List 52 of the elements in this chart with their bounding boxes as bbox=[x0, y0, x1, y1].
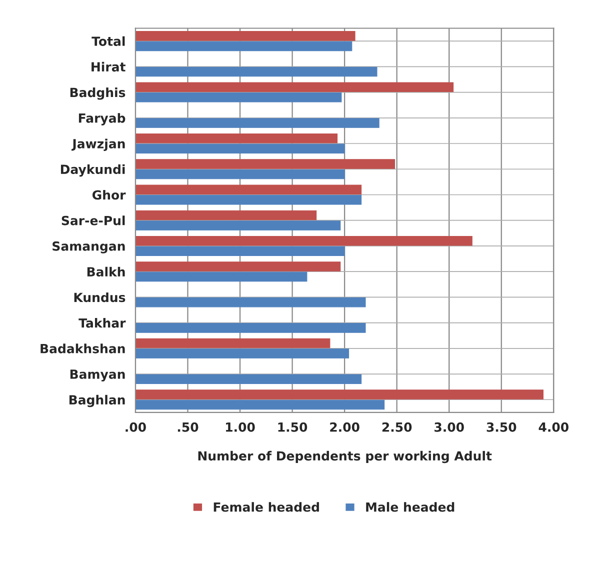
x-tick-label: 2.50 bbox=[382, 422, 412, 432]
x-tick-label: 1.50 bbox=[278, 422, 308, 432]
bar bbox=[135, 118, 380, 128]
y-tick-label: Badghis bbox=[70, 88, 126, 100]
bar bbox=[135, 194, 362, 205]
bar bbox=[135, 41, 352, 52]
y-tick-label: Total bbox=[92, 36, 125, 46]
bar bbox=[135, 31, 356, 41]
bar bbox=[135, 246, 345, 256]
y-tick-label: Hirat bbox=[92, 62, 126, 72]
x-axis-title: Number of Dependents per working Adult bbox=[198, 450, 492, 464]
y-tick-label: Baghlan bbox=[69, 394, 125, 408]
x-tick-label: 1.00 bbox=[226, 422, 255, 432]
y-tick-label: Jawzjan bbox=[72, 138, 125, 151]
y-tick-label: Daykundi bbox=[60, 164, 125, 177]
bar bbox=[135, 144, 345, 154]
x-tick-label: 3.50 bbox=[486, 422, 516, 432]
bar bbox=[135, 133, 338, 144]
y-tick-label: Kundus bbox=[74, 292, 126, 302]
x-tick-label: 4.00 bbox=[538, 422, 568, 432]
bar bbox=[135, 323, 366, 333]
bar bbox=[135, 92, 342, 102]
bar bbox=[135, 82, 454, 92]
bar bbox=[135, 348, 350, 358]
x-tick-label: 2.00 bbox=[330, 422, 360, 432]
bar bbox=[135, 236, 472, 246]
bar bbox=[135, 272, 308, 282]
bar bbox=[135, 66, 378, 77]
y-tick-label: Faryab bbox=[78, 113, 126, 126]
y-tick-label: Takhar bbox=[78, 318, 126, 328]
x-tick-label: .00 bbox=[126, 422, 146, 432]
legend-label: Female headed bbox=[214, 502, 319, 512]
bar bbox=[135, 184, 362, 195]
y-tick-label: Sar-e-Pul bbox=[62, 216, 125, 226]
x-tick-label: .50 bbox=[178, 422, 198, 432]
bar bbox=[135, 169, 345, 180]
y-tick-label: Badakhshan bbox=[40, 344, 125, 354]
y-tick-label: Ghor bbox=[92, 190, 126, 200]
bar bbox=[135, 374, 362, 384]
x-tick-label: 3.00 bbox=[434, 422, 464, 432]
bar bbox=[135, 297, 366, 308]
bar bbox=[135, 220, 341, 230]
bar bbox=[135, 338, 330, 348]
legend-label: Male headed bbox=[366, 502, 454, 512]
y-tick-label: Samangan bbox=[52, 241, 125, 254]
y-tick-label: Bamyan bbox=[70, 370, 125, 382]
bar bbox=[135, 210, 317, 220]
bar bbox=[135, 390, 544, 400]
bar bbox=[135, 159, 396, 169]
y-tick-label: Balkh bbox=[87, 266, 125, 277]
bar bbox=[135, 262, 341, 272]
bar bbox=[135, 400, 385, 410]
